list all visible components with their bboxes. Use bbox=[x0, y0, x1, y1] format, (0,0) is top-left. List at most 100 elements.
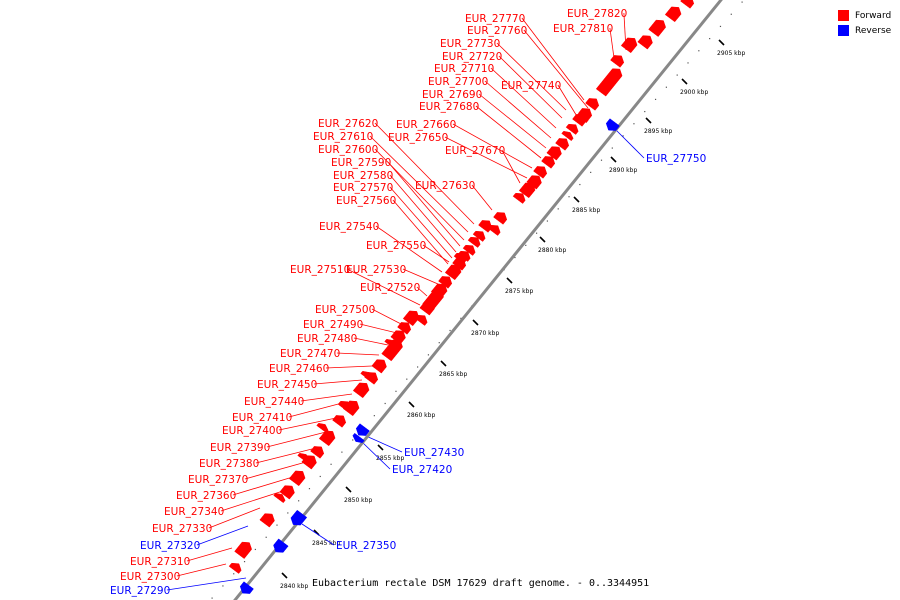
gene-label[interactable]: EUR_27700 bbox=[428, 76, 488, 88]
gene-label[interactable]: EUR_27440 bbox=[244, 396, 304, 408]
gene-label[interactable]: EUR_27530 bbox=[346, 264, 406, 276]
gene-eur-27410[interactable] bbox=[342, 400, 360, 417]
gene-label[interactable]: EUR_27430 bbox=[404, 447, 464, 459]
gene-eur-27760[interactable] bbox=[585, 98, 600, 111]
gene-eur-27770[interactable] bbox=[595, 68, 623, 97]
gene-label[interactable]: EUR_27550 bbox=[366, 240, 426, 252]
leader-line bbox=[501, 149, 521, 184]
gene-label[interactable]: EUR_27810 bbox=[553, 23, 613, 35]
gene-eur-27560[interactable] bbox=[444, 264, 462, 281]
gene-eur-27820[interactable] bbox=[620, 37, 638, 54]
gene-label[interactable]: EUR_27470 bbox=[280, 348, 340, 360]
gene-label[interactable]: EUR_27370 bbox=[188, 474, 248, 486]
major-tick bbox=[281, 572, 288, 579]
gene-eur-27600[interactable] bbox=[467, 236, 481, 248]
gene-eur-27710[interactable] bbox=[561, 130, 574, 142]
gene-label[interactable]: EUR_27570 bbox=[333, 182, 393, 194]
gene-eur-27720[interactable] bbox=[565, 123, 579, 135]
gene-label[interactable]: EUR_27670 bbox=[445, 145, 505, 157]
gene-eur-27400[interactable] bbox=[332, 415, 347, 428]
gene-eur-27500[interactable] bbox=[402, 310, 420, 327]
gene-eur-27670[interactable] bbox=[518, 182, 536, 199]
gene-eur-27440[interactable] bbox=[352, 382, 370, 399]
gene-eur-27490[interactable] bbox=[397, 322, 412, 335]
gene-label[interactable]: EUR_27310 bbox=[130, 556, 190, 568]
gene-label[interactable]: EUR_27610 bbox=[313, 131, 373, 143]
gene-eur-27550[interactable] bbox=[453, 252, 467, 264]
gene-eur-27520[interactable] bbox=[422, 289, 444, 312]
gene-label[interactable]: EUR_27680 bbox=[419, 101, 479, 113]
gene-eur-27430[interactable] bbox=[355, 423, 370, 436]
gene-label[interactable]: EUR_27710 bbox=[434, 63, 494, 75]
gene-eur-27310[interactable] bbox=[234, 541, 252, 559]
gene-label[interactable]: EUR_27380 bbox=[199, 458, 259, 470]
gene-eur-27610[interactable] bbox=[472, 230, 486, 242]
gene-label[interactable]: EUR_27290 bbox=[110, 585, 170, 597]
gene-eur-27700[interactable] bbox=[555, 138, 570, 151]
gene-eur-27300[interactable] bbox=[228, 562, 242, 574]
gene-label[interactable]: EUR_27400 bbox=[222, 425, 282, 437]
gene-label[interactable]: EUR_27690 bbox=[422, 89, 482, 101]
gene-label[interactable]: EUR_27350 bbox=[336, 540, 396, 552]
gene-eur-27350[interactable] bbox=[290, 509, 308, 526]
gene-label[interactable]: EUR_27620 bbox=[318, 118, 378, 130]
gene-eur-27360[interactable] bbox=[288, 470, 306, 487]
gene-eur-27680[interactable] bbox=[541, 156, 556, 169]
gene-label[interactable]: EUR_27660 bbox=[396, 119, 456, 131]
gene-eur-27660[interactable] bbox=[533, 166, 548, 179]
gene-label[interactable]: EUR_27460 bbox=[269, 363, 329, 375]
leader-line bbox=[244, 461, 307, 480]
gene-label[interactable]: EUR_27540 bbox=[319, 221, 379, 233]
gene-eur-27420[interactable] bbox=[352, 432, 365, 444]
gene-eur-27810[interactable] bbox=[610, 55, 625, 68]
gene-eur-27370[interactable] bbox=[301, 455, 317, 470]
gene-label[interactable]: EUR_27770 bbox=[465, 13, 525, 25]
gene-eur-27650[interactable] bbox=[526, 175, 542, 190]
gene-label[interactable]: EUR_27420 bbox=[392, 464, 452, 476]
gene-label[interactable]: EUR_27330 bbox=[152, 523, 212, 535]
gene-eur-27590[interactable] bbox=[462, 244, 476, 256]
gene-label[interactable]: EUR_27600 bbox=[318, 144, 378, 156]
gene-eur-27380[interactable] bbox=[310, 446, 325, 459]
gene-label[interactable]: EUR_27360 bbox=[176, 490, 236, 502]
gene-label[interactable]: EUR_27730 bbox=[440, 38, 500, 50]
gene-eur-27540[interactable] bbox=[438, 276, 453, 289]
gene-label[interactable]: EUR_27320 bbox=[140, 540, 200, 552]
gene-eur-27330[interactable] bbox=[259, 513, 275, 528]
minor-tick bbox=[319, 475, 321, 478]
gene-label[interactable]: EUR_27300 bbox=[120, 571, 180, 583]
gene-label[interactable]: EUR_27520 bbox=[360, 282, 420, 294]
gene-eur-27690[interactable] bbox=[546, 146, 562, 161]
gene-eur-27740[interactable] bbox=[578, 108, 593, 121]
gene-eur-27730[interactable] bbox=[572, 114, 587, 127]
gene-label[interactable]: EUR_27450 bbox=[257, 379, 317, 391]
gene-eur-27470[interactable] bbox=[381, 339, 403, 362]
gene-label[interactable]: EUR_27590 bbox=[331, 157, 391, 169]
gene-eur-27450[interactable] bbox=[364, 372, 379, 385]
gene-label[interactable]: EUR_27500 bbox=[315, 304, 375, 316]
gene-label[interactable]: EUR_27410 bbox=[232, 412, 292, 424]
gene-label[interactable]: EUR_27510 bbox=[290, 264, 350, 276]
gene-eur-27750[interactable] bbox=[605, 118, 620, 131]
gene-eur-27320[interactable] bbox=[273, 538, 289, 553]
gene-label[interactable]: EUR_27580 bbox=[333, 170, 393, 182]
gene-label[interactable]: EUR_27490 bbox=[303, 319, 363, 331]
gene-label[interactable]: EUR_27740 bbox=[501, 80, 561, 92]
gene-eur-27620[interactable] bbox=[478, 220, 493, 233]
gene-eur-27390[interactable] bbox=[318, 430, 336, 447]
gene-eur-27630[interactable] bbox=[493, 212, 508, 225]
gene-eur-27460[interactable] bbox=[371, 359, 387, 374]
gene-eur-27340[interactable] bbox=[279, 485, 295, 500]
tick-label: 2845 kbp bbox=[312, 540, 340, 547]
gene-eur-27290[interactable] bbox=[239, 581, 254, 594]
gene-label[interactable]: EUR_27720 bbox=[442, 51, 502, 63]
gene-label[interactable]: EUR_27760 bbox=[467, 25, 527, 37]
gene-label[interactable]: EUR_27820 bbox=[567, 8, 627, 20]
gene-label[interactable]: EUR_27480 bbox=[297, 333, 357, 345]
gene-label[interactable]: EUR_27340 bbox=[164, 506, 224, 518]
gene-label[interactable]: EUR_27750 bbox=[646, 153, 706, 165]
gene-label[interactable]: EUR_27390 bbox=[210, 442, 270, 454]
gene-label[interactable]: EUR_27630 bbox=[415, 180, 475, 192]
gene-label[interactable]: EUR_27650 bbox=[388, 132, 448, 144]
gene-label[interactable]: EUR_27560 bbox=[336, 195, 396, 207]
